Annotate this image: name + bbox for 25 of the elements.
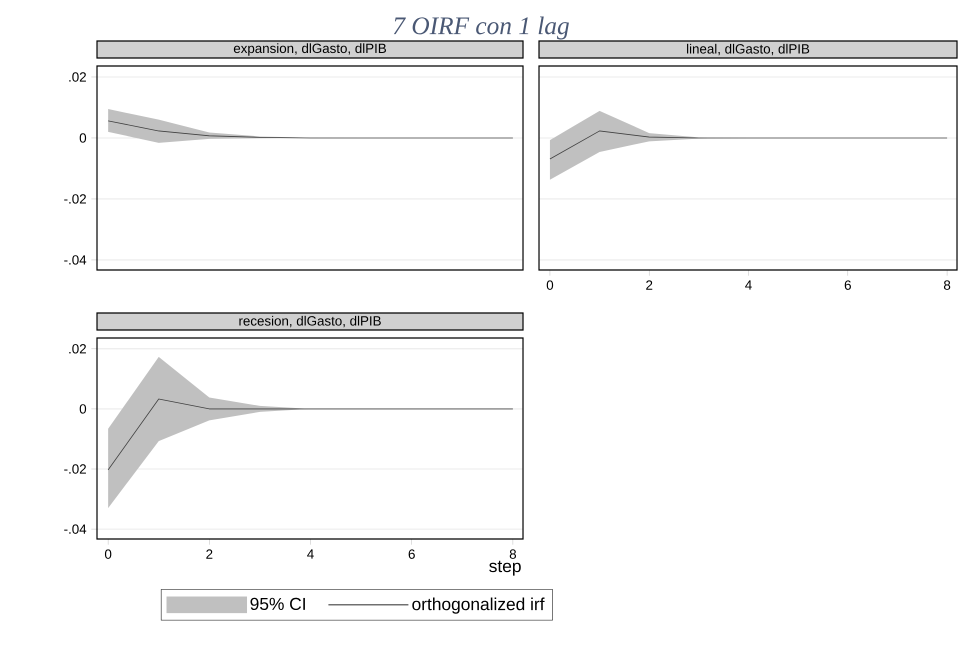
y-tick-label: -.02 — [64, 464, 86, 474]
y-tick-label: 0 — [80, 133, 86, 143]
text: 7 OIRF con 1 lag — [394, 16, 569, 40]
y-tick-label: -.04 — [64, 524, 86, 534]
chart-title: recesion, dlGasto, dlPIB — [239, 316, 381, 328]
text: 95% CI — [250, 598, 305, 610]
x-tick-label: 6 — [408, 549, 415, 559]
y-tick-label: -.04 — [64, 255, 86, 265]
y-tick-label: 0 — [80, 404, 86, 414]
chart-title: lineal, dlGasto, dlPIB — [687, 44, 810, 56]
y-tick-label: .02 — [69, 344, 86, 354]
x-tick-label: 4 — [307, 549, 314, 559]
y-tick-label: .02 — [69, 72, 86, 82]
x-tick-label: 0 — [546, 280, 554, 290]
x-tick-label: 0 — [104, 549, 112, 559]
x-tick-label: 2 — [206, 549, 212, 559]
x-tick-label: 2 — [646, 280, 652, 290]
legend-label: orthogonalized irf — [412, 598, 545, 614]
x-tick-label: 6 — [844, 280, 851, 290]
y-tick-label: -.02 — [64, 194, 86, 204]
x-axis-title: step — [489, 560, 521, 576]
x-tick-label: 8 — [510, 549, 516, 559]
x-tick-label: 4 — [745, 280, 752, 290]
chart-title: expansion, dlGasto, dlPIB — [234, 43, 386, 56]
x-tick-label: 8 — [944, 280, 950, 290]
